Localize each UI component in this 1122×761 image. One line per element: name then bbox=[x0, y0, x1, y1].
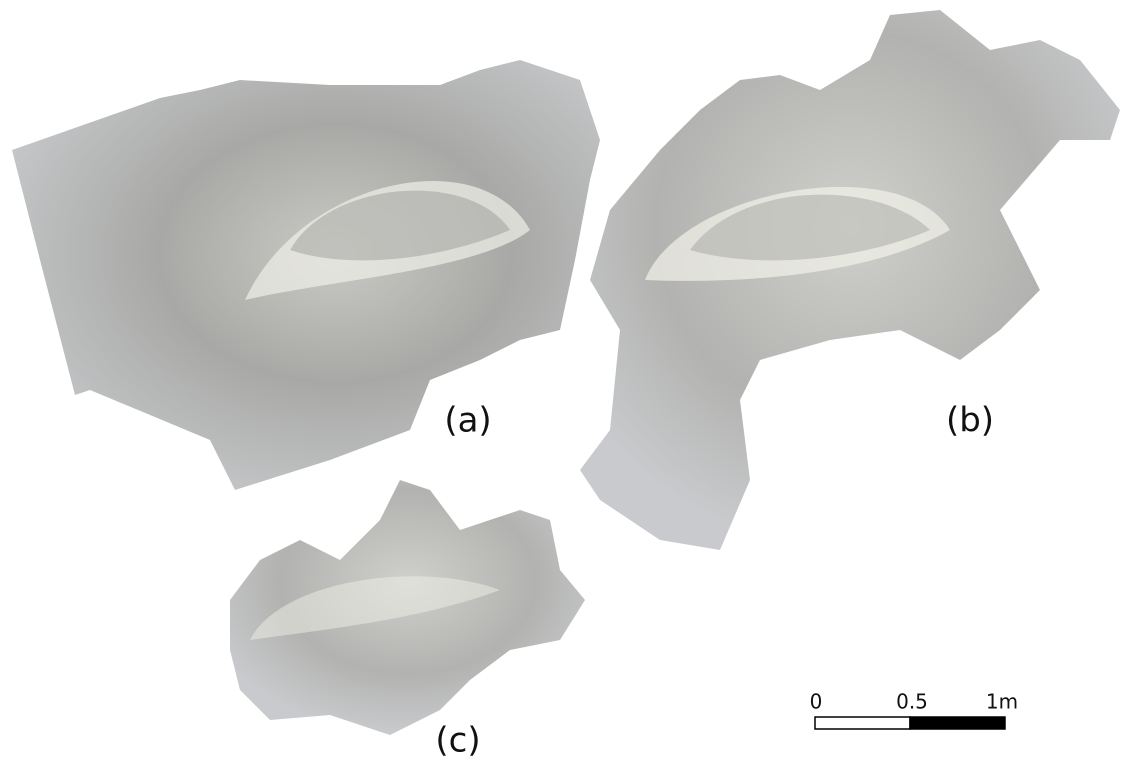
scale-bar: 0 0.5 1m bbox=[810, 690, 1018, 730]
scale-label: 0 bbox=[810, 690, 823, 714]
mosaic-b bbox=[580, 10, 1120, 550]
panel-label: (b) bbox=[946, 401, 994, 441]
panel-label: (c) bbox=[435, 721, 480, 761]
panel-label: (a) bbox=[444, 401, 491, 441]
scale-label: 1m bbox=[986, 690, 1018, 714]
scale-label: 0.5 bbox=[896, 690, 928, 714]
scale-segment bbox=[815, 717, 910, 729]
figure: (a) (b) (c) 0 0.5 1m bbox=[0, 0, 1122, 761]
scale-segment bbox=[910, 717, 1005, 729]
mosaic-a bbox=[12, 60, 600, 490]
mosaic-c bbox=[230, 480, 585, 735]
